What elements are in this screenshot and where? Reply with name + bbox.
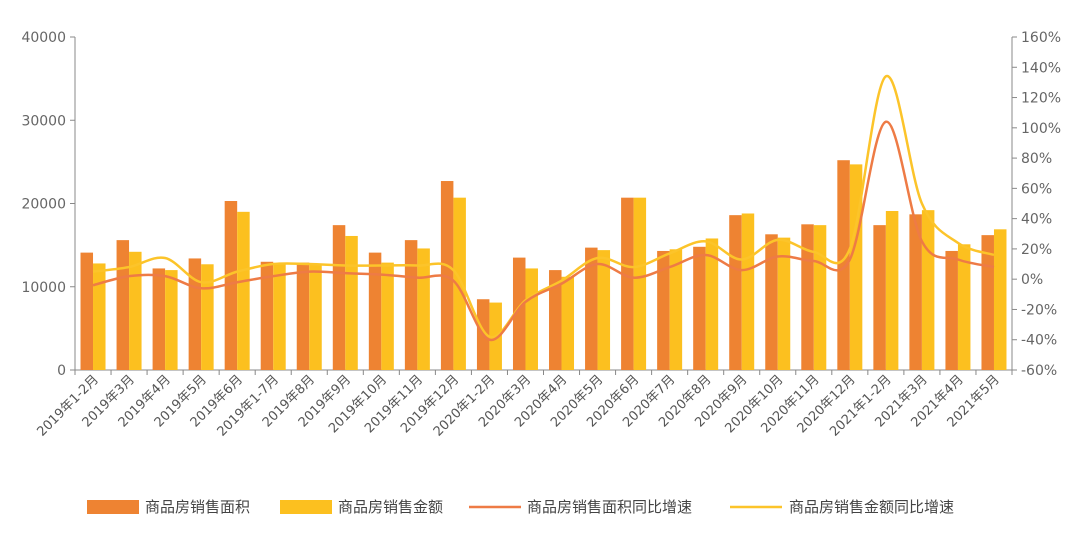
legend-label-bar-amount: 商品房销售金额 (338, 498, 443, 516)
bar-area (512, 257, 526, 370)
bar-amount (669, 249, 683, 370)
right-tick-label: 140% (1021, 60, 1061, 76)
bar-area (873, 225, 886, 370)
bar-amount (201, 264, 214, 370)
right-tick-label: -20% (1021, 302, 1057, 318)
bar-area (621, 197, 634, 370)
bar-area (404, 240, 418, 370)
bar-area (80, 252, 94, 370)
bar-amount (453, 197, 466, 370)
bar-area (549, 270, 562, 370)
bar-area (332, 225, 346, 370)
left-tick-label: 20000 (21, 197, 66, 213)
bar-amount (813, 225, 827, 370)
bar-amount (309, 264, 322, 370)
bar-amount (129, 251, 142, 370)
lines (92, 75, 995, 341)
legend-label-line-area: 商品房销售面积同比增速 (527, 498, 692, 516)
bar-amount (93, 263, 106, 370)
bar-area (945, 250, 958, 370)
bar-amount (165, 270, 178, 370)
left-tick-label: 40000 (21, 30, 66, 46)
bar-area (224, 201, 238, 370)
right-tick-label: 80% (1021, 151, 1052, 167)
bar-amount (885, 210, 899, 370)
bar-amount (957, 244, 971, 370)
bar-area (152, 268, 166, 370)
right-tick-label: 0% (1021, 272, 1043, 288)
bar-area (909, 214, 922, 370)
bar-amount (381, 262, 394, 370)
legend-swatch-bar-area (87, 500, 139, 514)
right-tick-label: -60% (1021, 363, 1057, 379)
bar-amount (741, 213, 755, 370)
bar-amount (561, 276, 575, 370)
right-tick-label: 20% (1021, 242, 1052, 258)
bar-area (368, 252, 382, 370)
legend: 商品房销售面积 商品房销售金额 商品房销售面积同比增速 商品房销售金额同比增速 (87, 498, 954, 516)
bar-area (116, 240, 130, 370)
bar-amount (273, 264, 286, 370)
bar-area (801, 224, 814, 370)
bar-amount (345, 235, 358, 370)
bar-amount (849, 164, 863, 370)
bar-area (837, 160, 850, 370)
legend-label-bar-area: 商品房销售面积 (145, 498, 250, 516)
right-tick-label: 100% (1021, 121, 1061, 137)
bar-area (729, 215, 742, 370)
right-tick-label: 120% (1021, 91, 1061, 107)
bar-amount (237, 211, 250, 370)
bar-amount (993, 229, 1007, 370)
bars (80, 160, 1007, 370)
bar-area (981, 235, 994, 370)
bar-area (440, 181, 454, 370)
right-tick-label: 40% (1021, 212, 1052, 228)
bar-area (585, 247, 598, 370)
right-tick-label: 60% (1021, 181, 1052, 197)
bar-area (296, 262, 310, 370)
right-tick-label: -40% (1021, 333, 1057, 349)
bar-area (260, 261, 274, 370)
bar-area (693, 246, 706, 370)
bar-area (765, 234, 778, 370)
bar-amount (705, 238, 719, 370)
bar-amount (633, 197, 647, 370)
x-tick-label: 2019年1-2月 (34, 372, 101, 439)
tick-labels: 0 10000 20000 30000 40000 -60% -40% -20% 0% 20% 40… (21, 30, 1061, 440)
left-tick-label: 30000 (21, 113, 66, 129)
left-tick-label: 10000 (21, 280, 66, 296)
legend-swatch-bar-amount (280, 500, 332, 514)
bar-amount (525, 268, 538, 370)
left-tick-label: 0 (57, 363, 66, 379)
bar-amount (597, 250, 611, 370)
bar-amount (777, 237, 791, 370)
right-tick-label: 160% (1021, 30, 1061, 46)
line-area-growth (92, 120, 995, 341)
legend-label-line-amount: 商品房销售金额同比增速 (789, 498, 954, 516)
bar-amount (921, 210, 935, 370)
bar-area (657, 250, 670, 370)
line-amount-growth (92, 75, 995, 339)
